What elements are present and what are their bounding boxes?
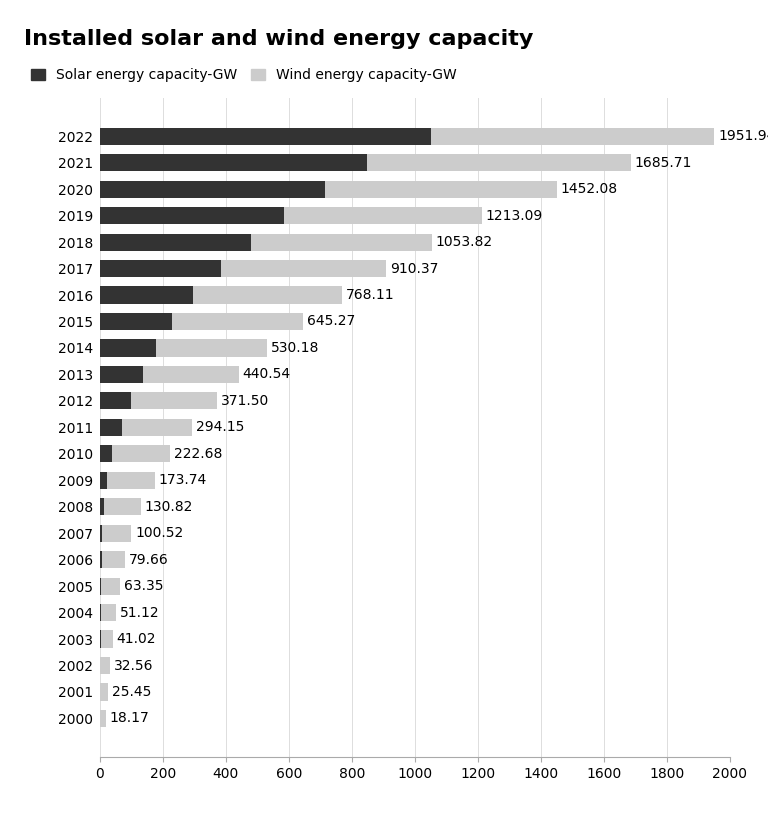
- Text: 173.74: 173.74: [158, 473, 207, 488]
- Bar: [100, 128, 714, 145]
- Bar: [100, 631, 113, 648]
- Bar: [100, 418, 122, 436]
- Bar: [100, 524, 102, 542]
- Bar: [100, 604, 101, 621]
- Bar: [100, 207, 284, 224]
- Text: 1213.09: 1213.09: [485, 208, 543, 223]
- Bar: [100, 154, 367, 171]
- Text: 371.50: 371.50: [220, 394, 269, 408]
- Text: 768.11: 768.11: [346, 288, 394, 302]
- Text: 130.82: 130.82: [145, 500, 194, 514]
- Bar: [100, 418, 193, 436]
- Bar: [100, 128, 432, 145]
- Bar: [100, 710, 105, 727]
- Bar: [100, 392, 131, 409]
- Bar: [100, 445, 112, 462]
- Legend: Solar energy capacity-GW, Wind energy capacity-GW: Solar energy capacity-GW, Wind energy ca…: [31, 68, 457, 82]
- Bar: [100, 684, 108, 701]
- Text: 100.52: 100.52: [135, 526, 184, 540]
- Bar: [100, 181, 557, 198]
- Text: 1053.82: 1053.82: [435, 235, 492, 249]
- Bar: [100, 471, 107, 489]
- Bar: [100, 498, 104, 515]
- Bar: [100, 234, 432, 251]
- Bar: [100, 260, 386, 278]
- Text: Installed solar and wind energy capacity: Installed solar and wind energy capacity: [25, 29, 534, 49]
- Bar: [100, 181, 325, 198]
- Bar: [100, 657, 110, 674]
- Text: 63.35: 63.35: [124, 579, 163, 593]
- Bar: [100, 551, 102, 568]
- Bar: [100, 392, 217, 409]
- Bar: [100, 631, 101, 648]
- Bar: [100, 313, 171, 330]
- Text: 910.37: 910.37: [390, 261, 439, 276]
- Text: 645.27: 645.27: [306, 314, 355, 329]
- Text: 222.68: 222.68: [174, 447, 222, 461]
- Text: 51.12: 51.12: [120, 606, 159, 619]
- Bar: [100, 260, 221, 278]
- Text: 25.45: 25.45: [111, 685, 151, 699]
- Text: 79.66: 79.66: [129, 553, 168, 567]
- Bar: [100, 524, 131, 542]
- Bar: [100, 234, 251, 251]
- Text: 1452.08: 1452.08: [561, 182, 618, 196]
- Bar: [100, 471, 154, 489]
- Text: 32.56: 32.56: [114, 659, 154, 672]
- Bar: [100, 154, 631, 171]
- Text: 530.18: 530.18: [270, 341, 319, 355]
- Bar: [100, 577, 101, 595]
- Bar: [100, 287, 193, 304]
- Text: 18.17: 18.17: [109, 711, 149, 725]
- Bar: [100, 551, 125, 568]
- Text: 294.15: 294.15: [197, 420, 245, 435]
- Text: 41.02: 41.02: [117, 632, 156, 646]
- Text: 440.54: 440.54: [243, 367, 290, 382]
- Text: 1685.71: 1685.71: [634, 155, 692, 169]
- Bar: [100, 365, 144, 383]
- Text: 1951.94: 1951.94: [718, 129, 768, 143]
- Bar: [100, 339, 156, 357]
- Bar: [100, 207, 482, 224]
- Bar: [100, 287, 342, 304]
- Bar: [100, 577, 120, 595]
- Bar: [100, 313, 303, 330]
- Bar: [100, 604, 116, 621]
- Bar: [100, 445, 170, 462]
- Bar: [100, 365, 239, 383]
- Bar: [100, 339, 266, 357]
- Bar: [100, 498, 141, 515]
